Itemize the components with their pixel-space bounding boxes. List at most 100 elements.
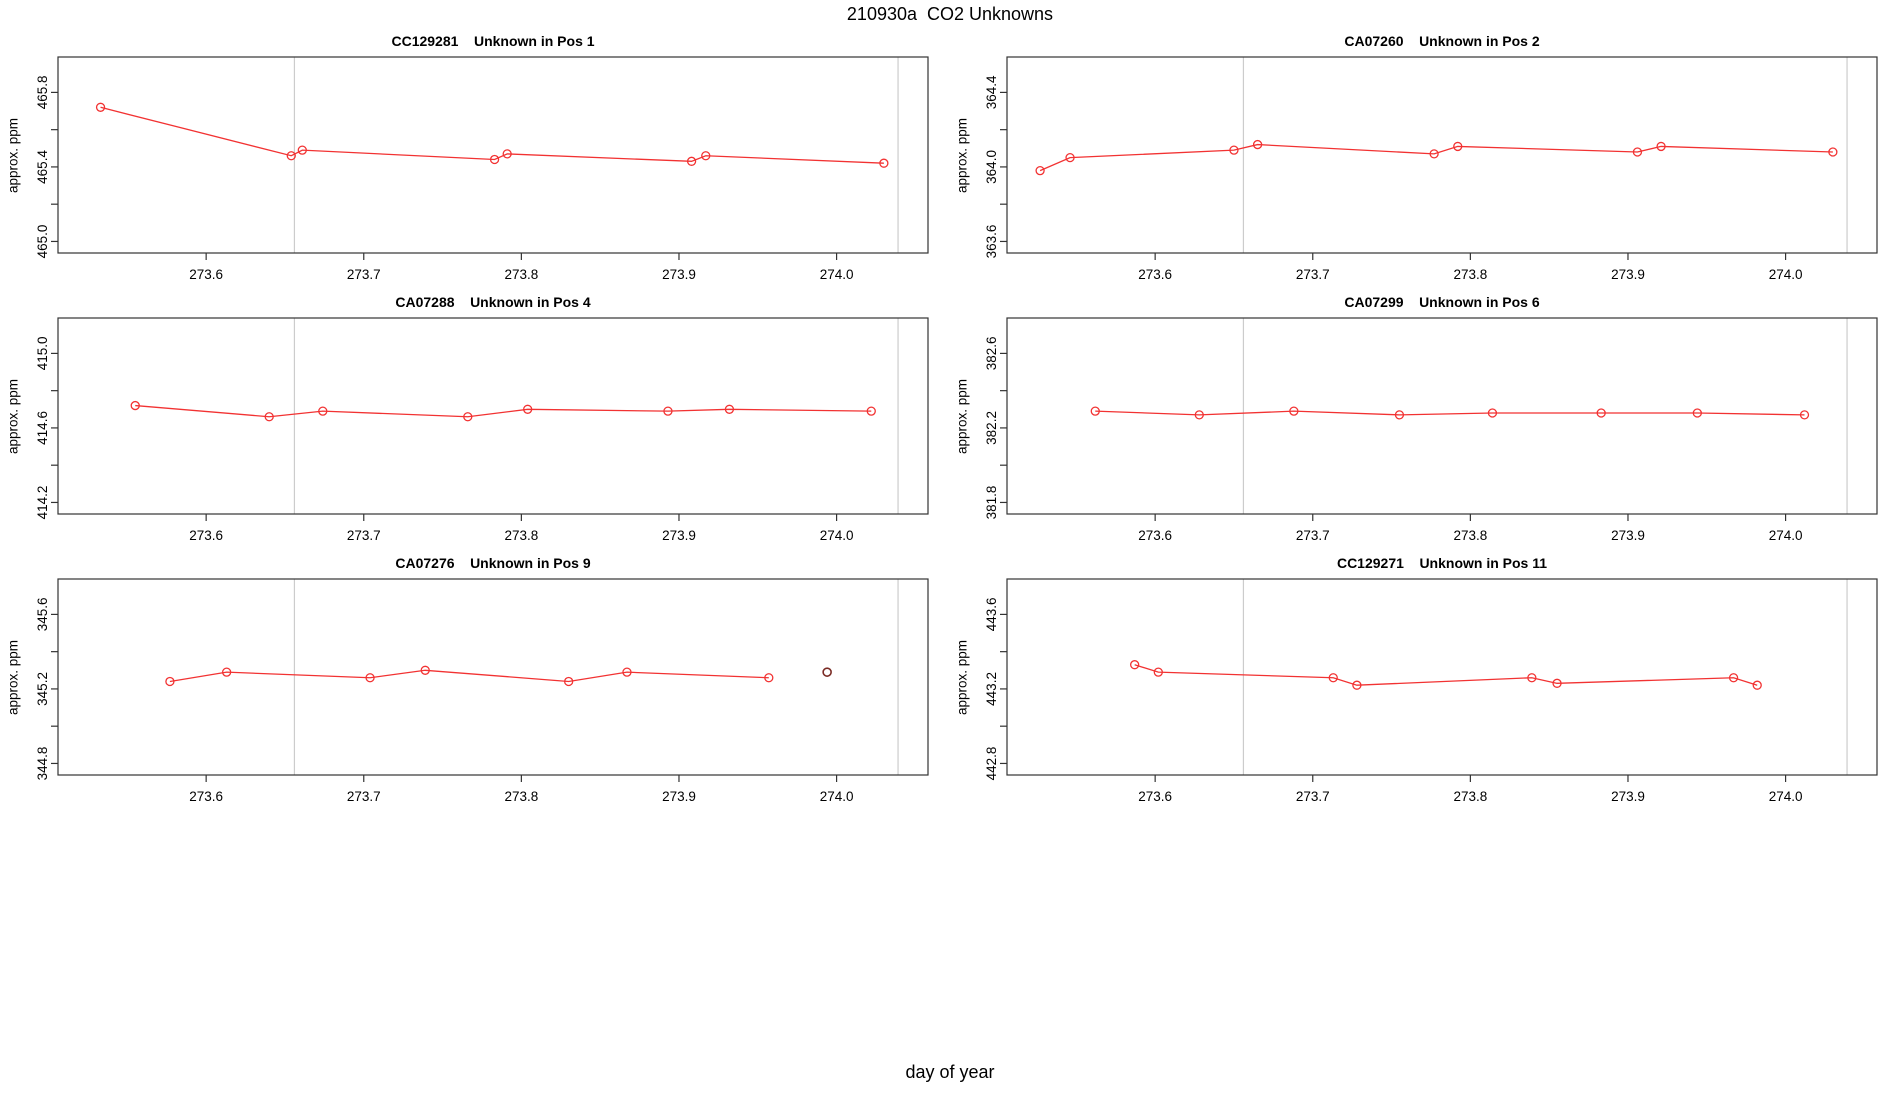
- x-tick-label: 273.6: [1138, 528, 1172, 543]
- x-tick-label: 274.0: [1769, 789, 1803, 804]
- data-point: [1065, 152, 1075, 163]
- data-point: [1429, 149, 1439, 159]
- y-tick-label: 344.8: [35, 747, 50, 781]
- data-point: [165, 676, 175, 687]
- data-point: [1692, 408, 1702, 418]
- x-tick-label: 273.6: [189, 789, 223, 804]
- x-tick-label: 274.0: [820, 789, 854, 804]
- y-tick-label: 382.2: [984, 411, 999, 445]
- panel-4: 273.6 273.7 273.8 273.9 274.0 381.8 382.2 382.6: [984, 317, 1878, 543]
- data-point: [1752, 680, 1762, 690]
- x-tick-label: 273.9: [662, 789, 696, 804]
- panel-title-pos-4: CA07288 Unknown in Pos 4: [395, 294, 591, 310]
- panel-title-pos-2: CA07260 Unknown in Pos 2: [1344, 33, 1540, 49]
- data-point: [1728, 673, 1739, 683]
- x-tick-label: 273.6: [1138, 267, 1172, 282]
- data-point: [564, 676, 574, 687]
- panel-2: 273.6 273.7 273.8 273.9 274.0 363.6 364.0 364.4: [984, 56, 1878, 282]
- data-point: [221, 667, 232, 677]
- y-tick-label: 414.6: [35, 411, 50, 445]
- y-tick-label: 345.2: [35, 672, 50, 706]
- panel-5: 273.6 273.7 273.8 273.9 274.0 344.8 345.2 345.6: [35, 578, 929, 804]
- data-point: [764, 673, 774, 683]
- data-point: [701, 151, 711, 161]
- x-tick-label: 274.0: [820, 528, 854, 543]
- panel-3: 273.6 273.7 273.8 273.9 274.0 414.2 414.6 415.0: [35, 317, 929, 543]
- y-tick-label: 345.6: [35, 598, 50, 632]
- y-tick-label: 465.4: [35, 150, 50, 184]
- data-point: [1799, 410, 1810, 420]
- data-point: [879, 158, 889, 168]
- series-line: [1039, 143, 1833, 172]
- x-tick-label: 274.0: [1769, 267, 1803, 282]
- y-axis-label-pos-11: approx. ppm: [954, 639, 970, 716]
- data-point: [1035, 166, 1045, 176]
- x-tick-label: 273.9: [662, 267, 696, 282]
- y-tick-label: 442.8: [984, 747, 999, 781]
- y-tick-label: 414.2: [35, 486, 50, 520]
- x-tick-label: 273.7: [347, 267, 381, 282]
- y-axis-label-pos-4: approx. ppm: [5, 378, 21, 455]
- data-point: [318, 406, 328, 416]
- y-tick-label: 443.6: [984, 598, 999, 632]
- data-point: [866, 406, 876, 416]
- data-point: [1194, 410, 1204, 420]
- panel-title-pos-11: CC129271 Unknown in Pos 11: [1336, 555, 1548, 571]
- x-tick-label: 273.6: [189, 267, 223, 282]
- panel-title-pos-6: CA07299 Unknown in Pos 6: [1344, 294, 1540, 310]
- data-point: [1656, 141, 1666, 152]
- data-point: [420, 665, 430, 675]
- y-tick-label: 415.0: [35, 337, 50, 371]
- x-tick-label: 273.8: [1453, 789, 1487, 804]
- plot-box: [57, 56, 929, 254]
- data-point: [663, 406, 673, 416]
- data-point: [130, 400, 140, 411]
- data-point: [502, 149, 512, 159]
- y-axis-label-pos-1: approx. ppm: [5, 117, 21, 194]
- plot-box: [1006, 317, 1878, 515]
- y-tick-label: 465.0: [35, 225, 50, 259]
- panel-6: 273.6 273.7 273.8 273.9 274.0 442.8 443.2 443.6: [984, 578, 1878, 804]
- data-point: [1552, 678, 1562, 688]
- data-point: [1596, 408, 1606, 418]
- data-point: [1130, 660, 1140, 670]
- y-axis-label-pos-6: approx. ppm: [954, 378, 970, 455]
- data-point: [95, 102, 106, 112]
- plot-canvas: 273.6 273.7 273.8 273.9 274.0 465.0 465.4 465.8…: [35, 56, 1878, 804]
- x-tick-label: 273.7: [347, 528, 381, 543]
- x-tick-label: 273.7: [1296, 789, 1330, 804]
- data-point: [297, 145, 307, 155]
- x-tick-label: 273.6: [189, 528, 223, 543]
- data-point: [1229, 145, 1239, 155]
- y-axis-label-pos-9: approx. ppm: [5, 639, 21, 716]
- y-tick-label: 443.2: [984, 672, 999, 706]
- x-tick-label: 273.9: [1611, 528, 1645, 543]
- y-tick-label: 382.6: [984, 337, 999, 371]
- data-point: [1632, 147, 1643, 157]
- x-tick-label: 274.0: [820, 267, 854, 282]
- x-tick-label: 273.8: [504, 528, 538, 543]
- plot-box: [1006, 578, 1878, 776]
- data-point: [523, 404, 533, 414]
- data-point: [1394, 410, 1405, 420]
- data-point: [1352, 680, 1362, 690]
- series-line: [1095, 410, 1805, 416]
- series-line: [1134, 664, 1758, 686]
- data-point: [724, 404, 735, 414]
- data-point: [1328, 673, 1338, 683]
- plot-box: [57, 578, 929, 776]
- panel-title-pos-9: CA07276 Unknown in Pos 9: [395, 555, 591, 571]
- data-point: [1828, 147, 1838, 157]
- data-point: [1252, 139, 1263, 150]
- data-point: [264, 412, 274, 422]
- x-axis-label: day of year: [905, 1062, 995, 1082]
- x-tick-label: 273.7: [347, 789, 381, 804]
- data-point: [286, 151, 296, 161]
- plot-box: [1006, 56, 1878, 254]
- main-title: 210930a CO2 Unknowns: [846, 4, 1054, 24]
- series-line: [169, 669, 769, 683]
- data-point: [686, 156, 697, 166]
- data-point: [1453, 141, 1463, 152]
- data-point: [1487, 408, 1498, 418]
- data-point: [1289, 406, 1299, 416]
